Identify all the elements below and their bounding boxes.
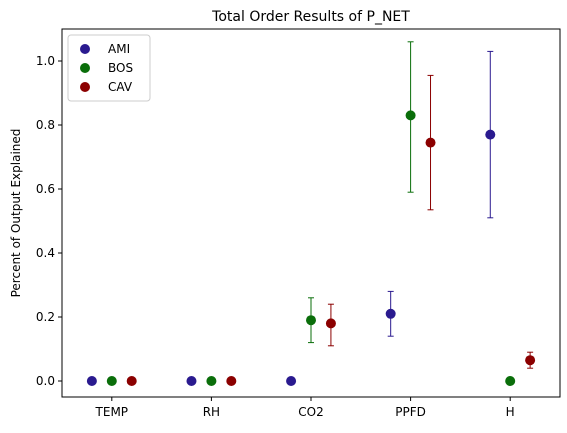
data-point — [385, 308, 396, 319]
data-point — [86, 376, 97, 386]
data-point — [485, 129, 496, 140]
y-tick-label: 1.0 — [36, 54, 55, 68]
plot-marks — [86, 41, 536, 386]
y-axis-label: Percent of Output Explained — [9, 129, 23, 298]
y-tick-label: 0.2 — [36, 310, 55, 324]
legend-marker — [80, 44, 90, 54]
y-tick-label: 0.4 — [36, 246, 55, 260]
plot-frame — [61, 28, 561, 398]
y-axis-ticks: 0.0 0.2 0.4 0.6 0.8 1.0 — [36, 54, 62, 388]
data-point — [525, 355, 536, 366]
data-point — [126, 376, 137, 386]
data-point — [286, 376, 297, 386]
data-point — [306, 315, 316, 326]
x-tick-label: PPFD — [395, 405, 426, 419]
series-cav — [126, 74, 536, 386]
legend-label: BOS — [108, 61, 133, 75]
x-tick-label: H — [506, 405, 515, 419]
series-bos — [106, 41, 516, 386]
data-point — [425, 137, 436, 148]
legend-label: CAV — [108, 80, 133, 94]
data-point — [325, 318, 336, 329]
x-axis-ticks: TEMP RH CO2 PPFD H — [95, 397, 515, 419]
legend: AMI BOS CAV — [67, 34, 151, 102]
legend-label: AMI — [108, 42, 130, 56]
x-tick-label: TEMP — [95, 405, 129, 419]
series-ami — [86, 50, 496, 386]
x-tick-label: CO2 — [298, 405, 323, 419]
chart-title: Total Order Results of P_NET — [211, 9, 410, 25]
y-tick-label: 0.8 — [36, 118, 55, 132]
data-point — [106, 376, 117, 386]
data-point — [186, 376, 197, 386]
legend-marker — [80, 82, 90, 92]
y-tick-label: 0.0 — [36, 374, 55, 388]
data-point — [505, 376, 516, 386]
data-point — [226, 376, 237, 386]
data-point — [405, 110, 416, 121]
y-tick-label: 0.6 — [36, 182, 55, 196]
x-tick-label: RH — [203, 405, 220, 419]
data-point — [206, 376, 217, 386]
legend-marker — [80, 63, 90, 73]
